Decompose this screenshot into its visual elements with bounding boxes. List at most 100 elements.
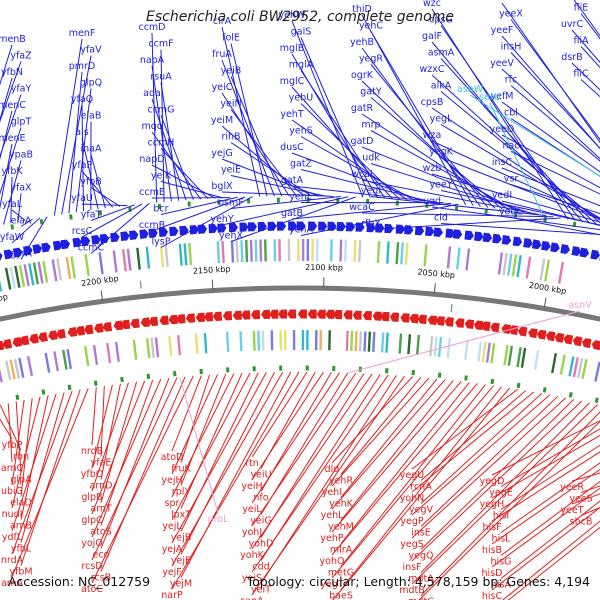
gene-label: fliC: [573, 69, 589, 80]
forward-feature-arrow: [345, 222, 356, 232]
gene-label: yfbM: [9, 567, 32, 578]
gene-leader-line: [0, 127, 22, 195]
forward-feature-arrow: [501, 235, 512, 245]
cog-category-stripe: [0, 362, 3, 383]
marker-tick: [69, 214, 73, 220]
gene-label: yohK: [240, 550, 264, 561]
gene-leader-line: [251, 374, 389, 573]
reverse-feature-arrow: [48, 330, 58, 341]
gene-label: ccmD: [138, 22, 165, 33]
gene-leader-line: [331, 379, 446, 510]
gene-label: yeiS: [242, 573, 262, 584]
gene-label: yegT: [320, 579, 343, 590]
gene-leader-line: [75, 88, 92, 213]
cog-category-stripe: [551, 353, 558, 374]
gene-label: alkA: [431, 81, 452, 92]
gene-leader-line: [20, 395, 49, 520]
gene-leader-line: [431, 173, 600, 223]
gene-leader-line: [81, 203, 143, 238]
cog-category-stripe: [581, 358, 588, 380]
forward-feature-arrow: [531, 239, 542, 250]
gene-leader-line: [501, 101, 600, 173]
gene-leader-line: [11, 396, 41, 509]
forward-feature-arrow: [560, 244, 570, 254]
forward-feature-arrow: [91, 235, 101, 245]
gene-leader-line: [90, 204, 135, 221]
gene-label: yegP: [400, 516, 423, 527]
marker-tick: [276, 197, 280, 203]
cog-category-stripe: [345, 330, 349, 351]
gene-label: rtn: [245, 458, 259, 469]
gene-leader-line: [90, 187, 121, 207]
marker-tick: [385, 368, 389, 374]
gene-label: menB: [0, 34, 26, 45]
marker-tick: [120, 376, 124, 383]
gene-label: ogrK: [351, 70, 374, 81]
gene-leader-line: [100, 383, 121, 480]
cog-category-stripe: [557, 261, 565, 284]
gene-label: glpA: [10, 475, 32, 486]
cog-category-stripe: [84, 346, 90, 367]
marker-tick: [226, 367, 230, 373]
gene-leader-line: [291, 202, 452, 220]
gene-label: thiD: [352, 4, 372, 15]
gene-label: osmF: [218, 198, 243, 209]
cog-category-stripe: [279, 330, 283, 351]
gene-label: mdtC: [408, 597, 434, 600]
gene-leader-line: [361, 179, 540, 215]
forward-feature-arrow: [179, 225, 189, 236]
gene-leader-line: [411, 400, 583, 562]
cog-category-stripe: [37, 261, 44, 284]
marker-tick: [10, 224, 15, 230]
forward-feature-arrow: [464, 230, 474, 241]
gene-label: udk: [362, 153, 380, 164]
gene-leader-line: [340, 382, 470, 544]
forward-feature-arrow: [433, 227, 443, 237]
forward-feature-arrow: [208, 223, 218, 234]
gene-leader-line: [500, 428, 600, 487]
gene-leader-line: [332, 387, 511, 600]
scale-label: 2000 kbp: [528, 281, 567, 296]
cog-category-stripe: [112, 250, 118, 273]
gene-label: mglB: [280, 43, 304, 54]
marker-tick: [542, 387, 547, 393]
gene-label: yfaT: [81, 210, 102, 221]
gene-label: nrdA: [1, 555, 24, 566]
gene-leader-line: [251, 372, 341, 504]
marker-tick: [594, 397, 599, 404]
gene-label: yegR: [359, 54, 383, 65]
cog-category-stripe: [376, 241, 381, 264]
gene-leader-line: [251, 371, 324, 481]
gene-label: arnT: [90, 504, 112, 515]
gene-leader-line: [491, 451, 600, 522]
reverse-feature-arrow: [56, 328, 66, 339]
cog-category-stripe: [150, 337, 155, 358]
rna-leader-line: [489, 102, 544, 216]
forward-feature-arrow: [110, 232, 120, 243]
gene-label: rcsC: [72, 226, 93, 237]
gene-leader-line: [370, 196, 547, 217]
reverse-feature-arrow: [352, 310, 362, 320]
gene-label: ais: [75, 127, 88, 138]
gene-label: mdtA: [408, 574, 434, 585]
gene-label: dsrB: [561, 52, 582, 63]
cog-category-stripe: [481, 341, 487, 363]
rna-gene-label: asnW: [457, 84, 484, 95]
gene-leader-line: [0, 94, 22, 158]
scale-tick: [100, 290, 104, 301]
gene-label: gatB: [281, 208, 303, 219]
cog-category-stripe: [502, 253, 508, 276]
gene-leader-line: [11, 393, 57, 532]
gene-leader-line: [510, 52, 600, 150]
reverse-feature-arrow: [261, 309, 271, 319]
cog-category-stripe: [367, 331, 372, 352]
forward-feature-arrow: [217, 223, 227, 233]
reverse-feature-arrow: [203, 312, 214, 322]
gene-leader-line: [251, 372, 357, 527]
gene-leader-line: [230, 109, 297, 197]
gene-leader-line: [420, 402, 591, 573]
gene-label: hisI: [493, 511, 509, 522]
cog-category-stripe: [576, 358, 584, 379]
cog-category-stripe: [203, 333, 208, 354]
